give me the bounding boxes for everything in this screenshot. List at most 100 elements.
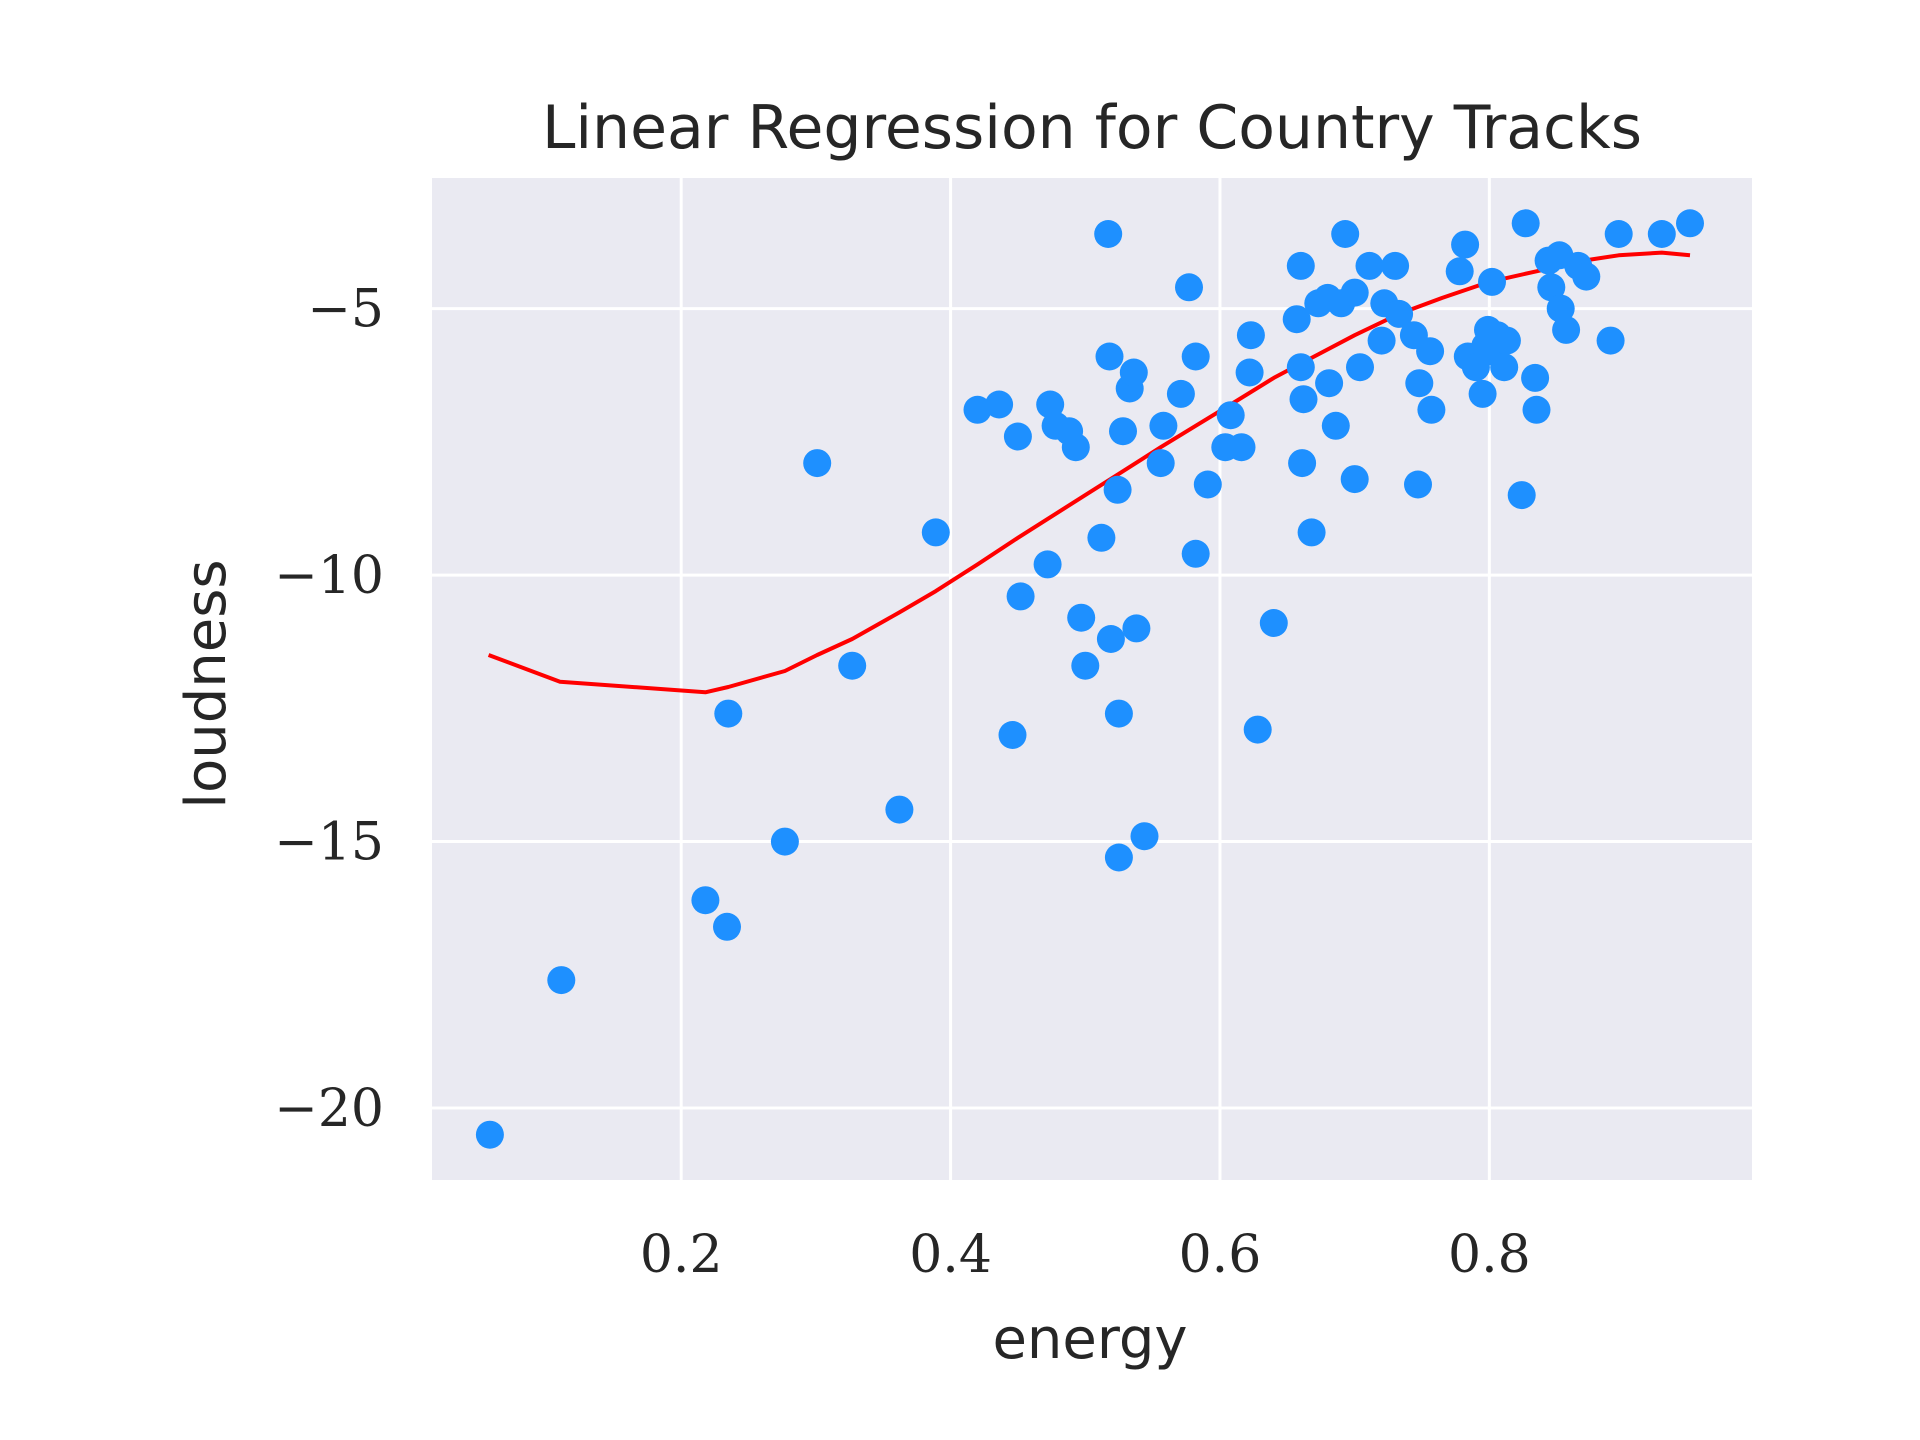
scatter-point <box>1676 209 1704 238</box>
scatter-point <box>1289 385 1318 414</box>
scatter-point <box>1451 230 1480 259</box>
scatter-point <box>1235 358 1264 387</box>
scatter-point <box>1095 342 1124 371</box>
scatter-point <box>1036 390 1065 419</box>
scatter-point <box>1572 262 1601 291</box>
plot-background <box>432 178 1752 1180</box>
scatter-point <box>475 1120 504 1149</box>
scatter-point <box>1552 315 1581 344</box>
scatter-point <box>1490 353 1519 382</box>
scatter-point <box>1061 433 1090 462</box>
y-tick-labels: −5 −10 −15 −20 <box>274 280 384 1139</box>
scatter-point <box>1521 363 1550 392</box>
scatter-point <box>1417 395 1446 424</box>
scatter-point <box>1006 582 1035 611</box>
scatter-point <box>1122 614 1151 643</box>
regression-line <box>487 250 1691 695</box>
scatter-point <box>1104 699 1133 728</box>
scatter-point <box>985 390 1014 419</box>
scatter-point <box>770 827 799 856</box>
scatter-point <box>1282 305 1311 334</box>
scatter-point <box>1288 449 1317 478</box>
scatter-point <box>1236 321 1265 350</box>
scatter-point <box>1522 395 1551 424</box>
regression-line-layer <box>487 250 1691 695</box>
scatter-point <box>803 449 832 478</box>
scatter-point <box>1507 481 1536 510</box>
scatter-point <box>1297 518 1326 547</box>
scatter-point <box>1340 465 1369 494</box>
scatter-point <box>1103 475 1132 504</box>
scatter-points <box>475 209 1704 1149</box>
chart-title: Linear Regression for Country Tracks <box>542 93 1642 163</box>
x-tick-label: 0.2 <box>640 1225 723 1285</box>
scatter-point <box>1181 539 1210 568</box>
x-tick-label: 0.8 <box>1448 1225 1531 1285</box>
y-tick-label: −5 <box>307 280 384 340</box>
scatter-point <box>885 795 914 824</box>
y-tick-label: −15 <box>274 813 384 873</box>
scatter-point <box>1546 294 1575 323</box>
scatter-point <box>1340 278 1369 307</box>
scatter-point <box>1367 326 1396 355</box>
scatter-point <box>963 395 992 424</box>
scatter-point <box>1216 401 1245 430</box>
scatter-point <box>1130 822 1159 851</box>
scatter-point <box>1355 251 1384 280</box>
scatter-point <box>1119 358 1148 387</box>
scatter-point <box>1315 369 1344 398</box>
y-tick-label: −10 <box>274 546 384 606</box>
scatter-point <box>1087 523 1116 552</box>
scatter-point <box>1166 379 1195 408</box>
scatter-point <box>1033 550 1062 579</box>
scatter-point <box>1416 337 1445 366</box>
scatter-point <box>1071 651 1100 680</box>
scatter-point <box>1109 417 1137 446</box>
scatter-point <box>1604 220 1633 248</box>
scatter-point <box>1537 273 1566 302</box>
scatter-point <box>547 966 576 995</box>
scatter-point <box>691 886 720 915</box>
scatter-point <box>1146 449 1175 478</box>
scatter-point <box>1003 422 1032 451</box>
scatter-point <box>1478 267 1506 296</box>
x-tick-labels: 0.2 0.4 0.6 0.8 <box>640 1225 1531 1285</box>
y-axis-label: loudness <box>174 559 239 808</box>
scatter-point <box>713 912 741 941</box>
scatter-point <box>1492 326 1521 355</box>
scatter-point <box>1104 843 1133 872</box>
scatter-point <box>1381 251 1410 280</box>
scatter-point <box>1331 220 1360 248</box>
scatter-point <box>1596 326 1625 355</box>
x-axis-label: energy <box>992 1307 1187 1372</box>
scatter-point <box>1468 379 1497 408</box>
scatter-point <box>1404 470 1432 499</box>
y-tick-label: −20 <box>274 1079 384 1139</box>
scatter-point <box>1346 353 1374 382</box>
scatter-point <box>1286 251 1315 280</box>
x-tick-label: 0.6 <box>1179 1225 1262 1285</box>
scatter-point <box>1227 433 1256 462</box>
scatter-point <box>1243 715 1272 744</box>
scatter-point <box>1175 273 1203 302</box>
scatter-point <box>838 651 867 680</box>
scatter-point <box>1445 257 1474 286</box>
scatter-point <box>714 699 743 728</box>
x-tick-label: 0.4 <box>909 1225 992 1285</box>
scatter-point <box>1193 470 1222 499</box>
scatter-point <box>1149 411 1178 440</box>
scatter-point <box>1181 342 1210 371</box>
scatter-point <box>1096 625 1125 653</box>
scatter-point <box>1094 220 1123 248</box>
scatter-point <box>1647 220 1676 248</box>
scatter-point <box>1405 369 1434 398</box>
scatter-point <box>921 518 950 547</box>
scatter-point <box>1259 609 1288 637</box>
scatter-point <box>1511 209 1540 238</box>
scatter-point <box>1385 299 1414 328</box>
scatter-point <box>1286 353 1315 382</box>
scatter-point <box>1067 603 1096 632</box>
scatter-point <box>998 721 1027 749</box>
scatter-point <box>1321 411 1350 440</box>
